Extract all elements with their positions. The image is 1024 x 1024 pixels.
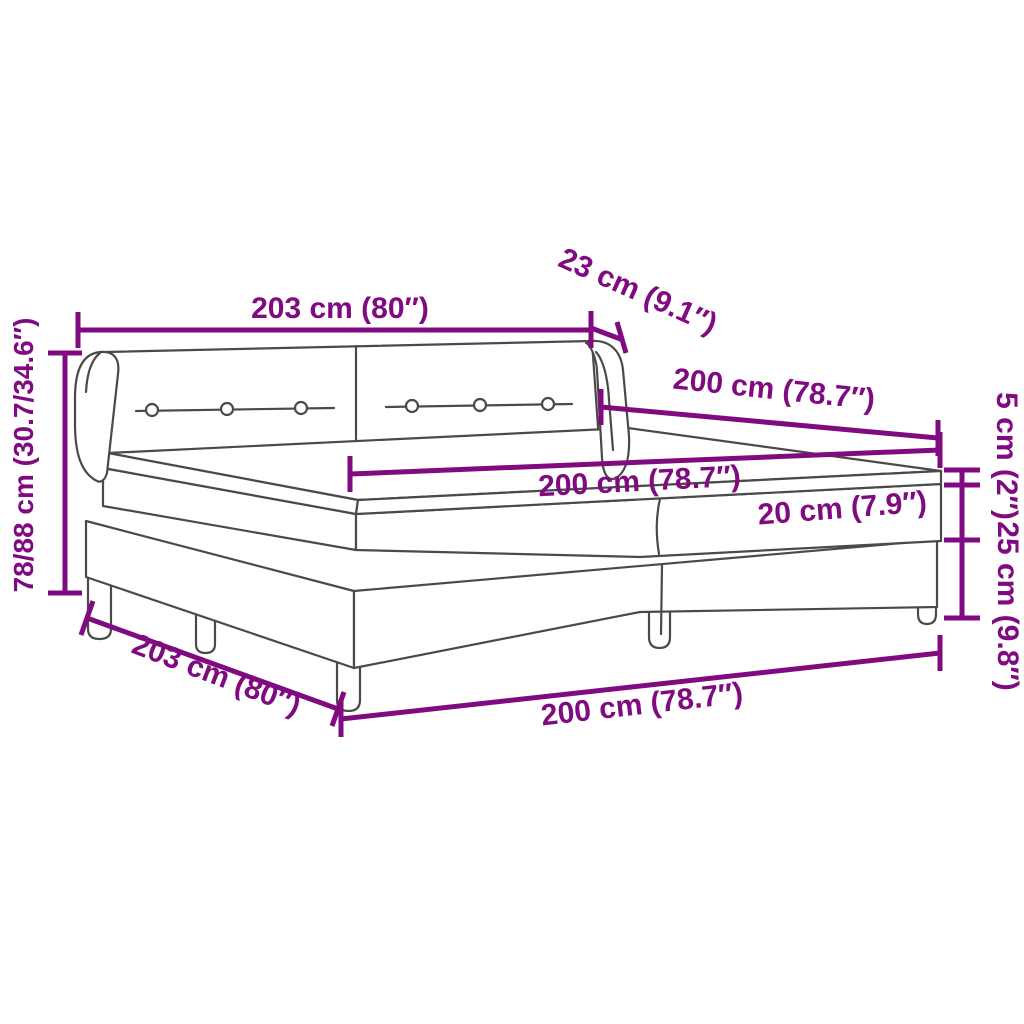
dim-tick [329, 691, 347, 727]
label-topper-thickness: 5 cm (2″) [990, 392, 1023, 520]
dim-line-bed-length [600, 404, 939, 441]
base-side-face [352, 538, 939, 670]
dim-line-headboard-depth [590, 325, 624, 343]
mattress-split-seam [655, 497, 662, 556]
dim-line-base-width [86, 615, 339, 712]
headboard-button [293, 400, 309, 416]
headboard-button [144, 402, 160, 418]
dim-tick [614, 321, 629, 354]
headboard-button [404, 398, 420, 414]
bed-leg [194, 610, 217, 655]
dimension-lines [48, 311, 980, 737]
label-headboard-depth: 23 cm (9.1″) [554, 242, 722, 341]
label-bed-length: 200 cm (78.7″) [671, 363, 876, 417]
bed-leg [647, 604, 672, 650]
headboard-button [472, 397, 488, 413]
topper-edge-right [354, 469, 943, 516]
label-base-height: 25 cm (9.8″) [991, 521, 1024, 690]
dim-line-mattress-width [349, 447, 941, 477]
label-total-height: 78/88 cm (30.7/34.6″) [8, 318, 39, 593]
headboard-button [540, 396, 556, 412]
dim-line-base-length [340, 650, 941, 722]
dim-tick [78, 600, 96, 636]
headboard-button [219, 401, 235, 417]
headboard-right-wing-roll-line [594, 350, 615, 452]
label-headboard-width: 203 cm (80″) [251, 292, 429, 325]
headboard-left-wing-roll-line [84, 351, 102, 394]
bed-line-art [73, 339, 943, 713]
base-split-seam [659, 563, 664, 636]
